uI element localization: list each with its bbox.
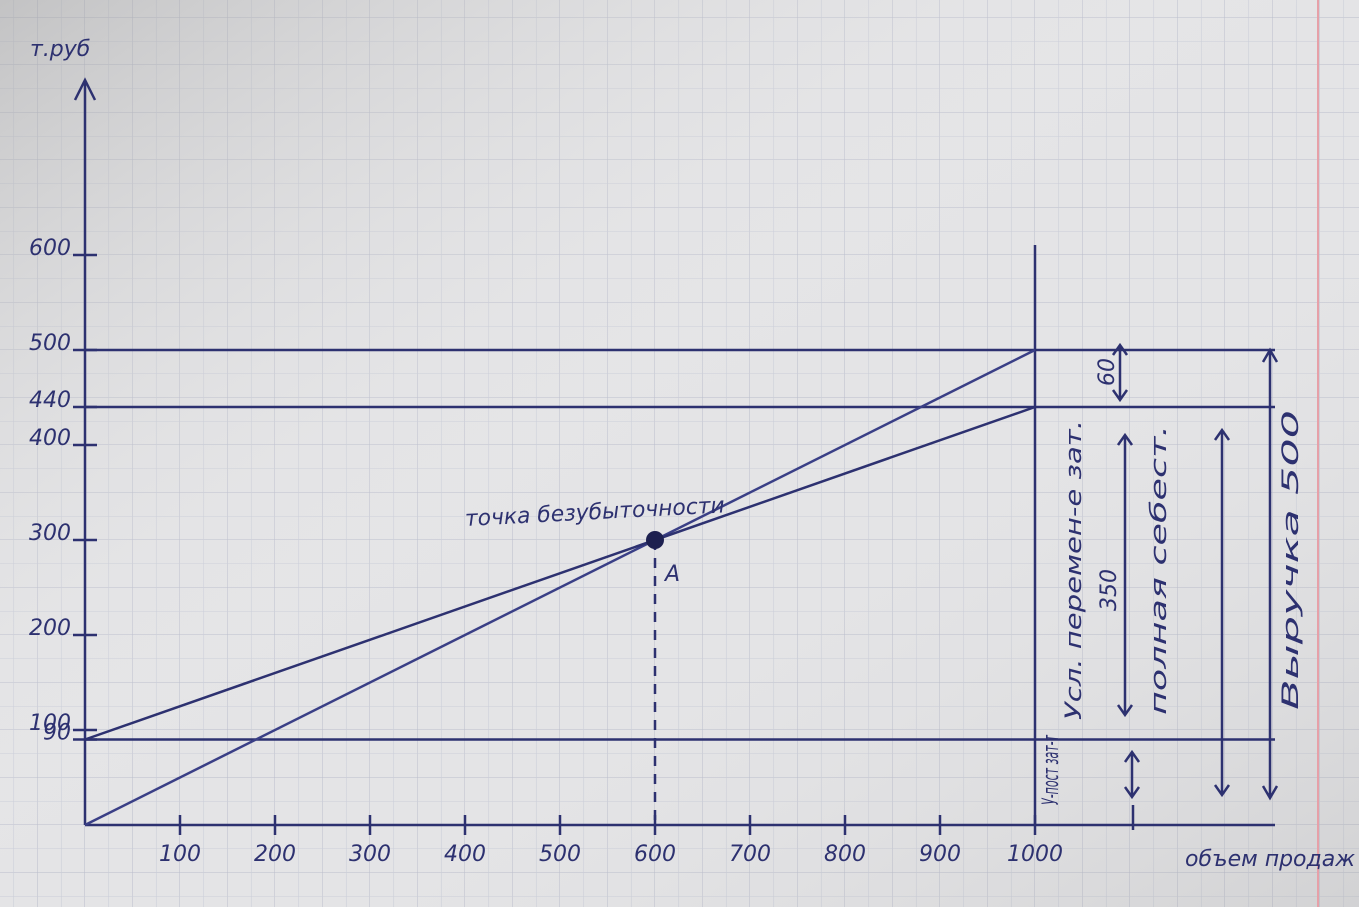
series-line [84, 348, 1036, 827]
arrows [1111, 342, 1279, 830]
annotation: Выручка 500 [1279, 410, 1304, 710]
x-tick-label: 300 [349, 842, 391, 867]
x-tick-label: 100 [159, 842, 201, 867]
annotation: 60 [1095, 358, 1120, 386]
x-tick-label: 600 [634, 842, 676, 867]
x-tick-label: 900 [919, 842, 961, 867]
x-tick-label: 800 [824, 842, 866, 867]
x-tick-label: 500 [539, 842, 581, 867]
annotation: Усл. перемен-е зат. [1062, 420, 1087, 720]
y-tick-label: 600 [29, 236, 71, 261]
y-tick-label: 90 [43, 721, 71, 746]
x-axis-label: объем продаж [1185, 847, 1355, 872]
annotation: 350 [1097, 569, 1122, 611]
x-tick-label: 1000 [1007, 842, 1063, 867]
x-tick-label: 700 [729, 842, 771, 867]
y-tick-label: 400 [29, 426, 71, 451]
y-tick-label: 500 [29, 331, 71, 356]
y-tick-label: 300 [29, 521, 71, 546]
y-tick-label: 100 [29, 711, 71, 736]
y-tick-label: 440 [29, 388, 71, 413]
x-tick-label: 200 [254, 842, 296, 867]
y-tick-label: 200 [29, 616, 71, 641]
annotation: У-пост зат-т [1039, 734, 1064, 805]
y-axis [73, 77, 97, 825]
annotation: полная себест. [1147, 425, 1172, 715]
series-line [84, 405, 1036, 741]
x-tick-label: 400 [444, 842, 486, 867]
y-axis-label: т.руб [30, 37, 90, 62]
break-even-point [646, 531, 664, 549]
point-label: A [663, 562, 680, 587]
